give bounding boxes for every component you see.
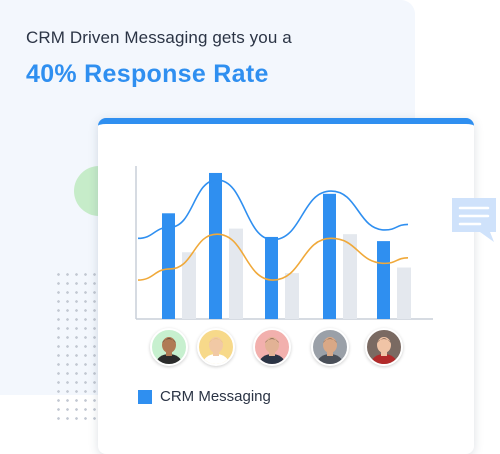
avatar-4 bbox=[311, 328, 349, 366]
chart-card: CRM Messaging bbox=[98, 118, 474, 454]
promo-highlight: 40% Response Rate bbox=[26, 60, 269, 88]
bar-crm-messaging-3 bbox=[265, 236, 278, 319]
bar-gray-3 bbox=[285, 273, 299, 319]
promo-headline: CRM Driven Messaging gets you a bbox=[26, 28, 292, 47]
avatar-5 bbox=[365, 328, 403, 366]
chat-bubble-icon bbox=[448, 194, 500, 246]
bar-crm-messaging-1 bbox=[162, 213, 175, 319]
legend-swatch bbox=[138, 390, 152, 404]
chart bbox=[135, 166, 433, 320]
bar-crm-messaging-5 bbox=[377, 241, 390, 319]
series-line-blue bbox=[137, 179, 409, 241]
bar-crm-messaging-2 bbox=[209, 172, 222, 319]
bar-gray-1 bbox=[182, 252, 196, 319]
bar-gray-5 bbox=[397, 267, 411, 319]
avatar-2 bbox=[197, 328, 235, 366]
legend-label: CRM Messaging bbox=[160, 388, 271, 405]
bar-gray-2 bbox=[229, 228, 243, 319]
avatar-1 bbox=[150, 328, 188, 366]
bar-crm-messaging-4 bbox=[323, 193, 336, 319]
series-line-orange bbox=[137, 233, 409, 281]
avatar-3 bbox=[253, 328, 291, 366]
decorative-dot-grid bbox=[54, 270, 100, 420]
bar-gray-4 bbox=[343, 234, 357, 319]
